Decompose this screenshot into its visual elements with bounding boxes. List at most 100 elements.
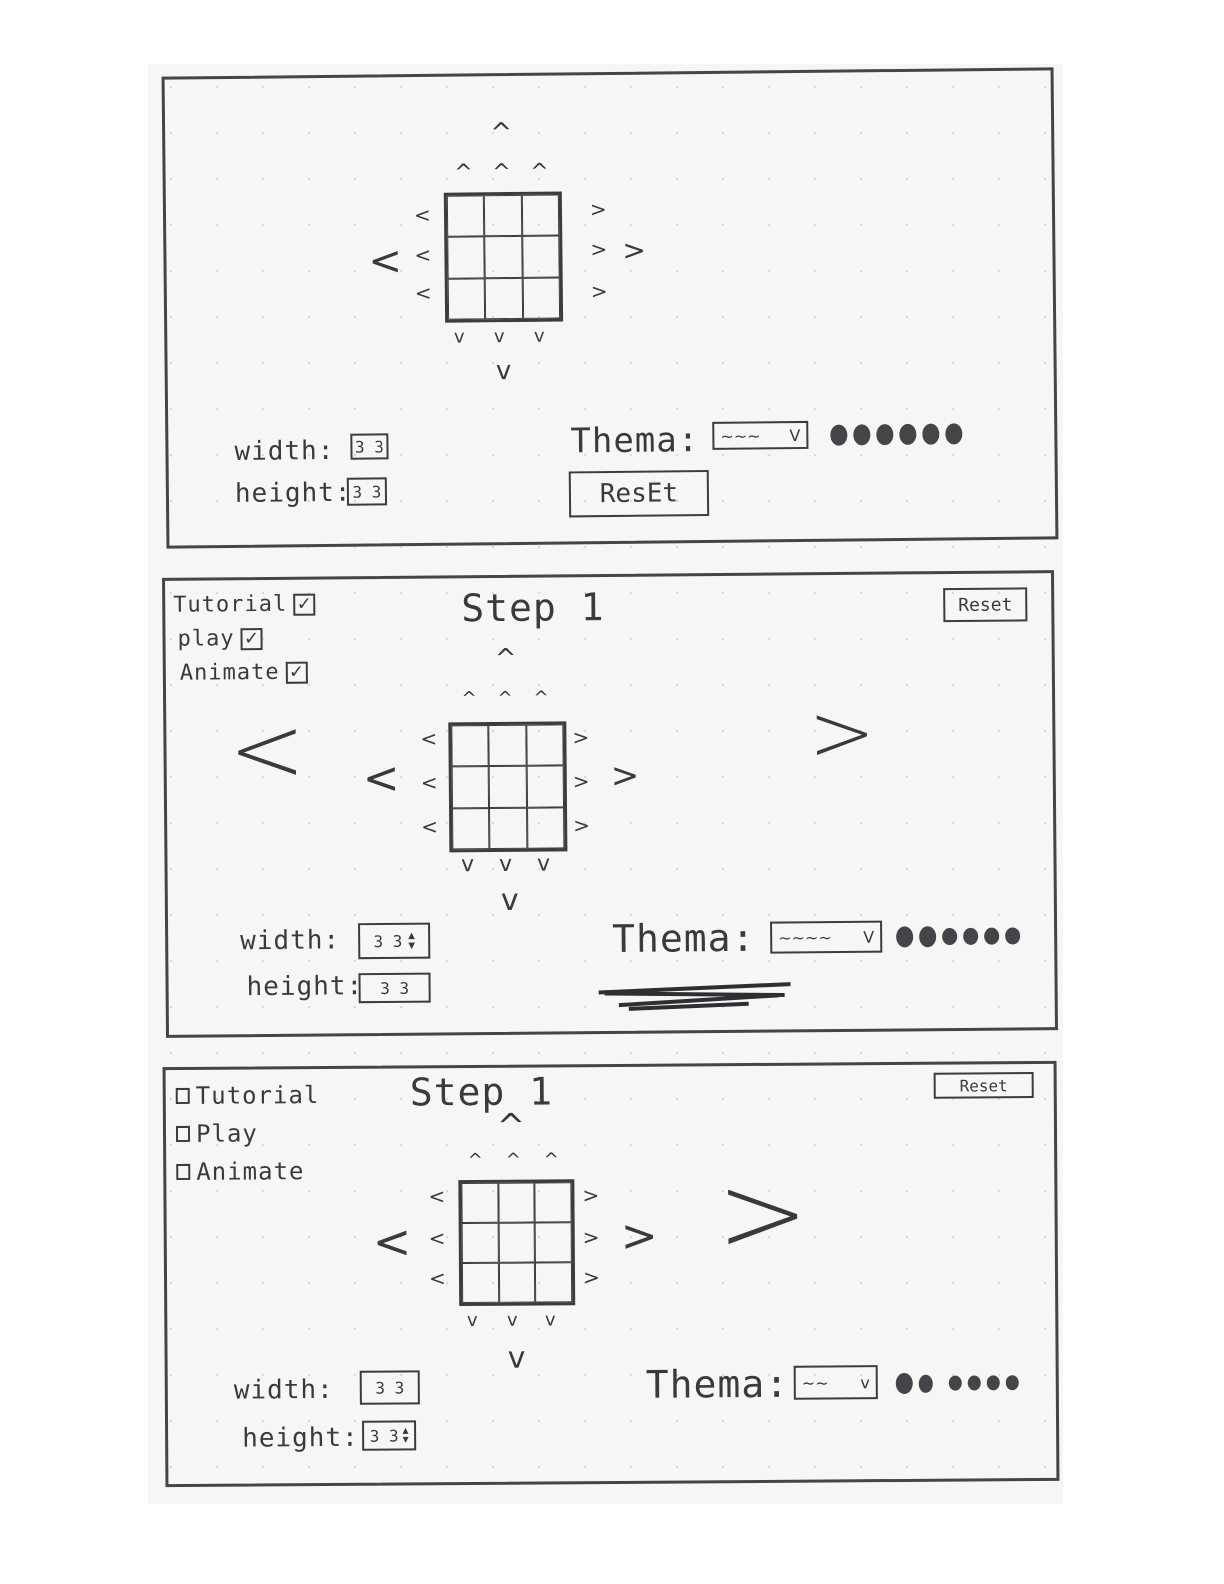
theme-select[interactable]: ~~ v bbox=[793, 1365, 878, 1400]
option-animate[interactable]: Animate bbox=[176, 1157, 305, 1186]
next-step-arrow[interactable]: > bbox=[716, 1148, 810, 1278]
height-field[interactable]: 3 3 bbox=[358, 972, 431, 1004]
grid-cell[interactable] bbox=[447, 236, 486, 279]
width-stepper[interactable]: 3 3 ▲ ▼ bbox=[358, 922, 431, 960]
option-tutorial[interactable]: Tutorial ✓ bbox=[173, 592, 316, 618]
grid-cell[interactable] bbox=[485, 277, 523, 320]
theme-swatch[interactable] bbox=[918, 1374, 933, 1393]
grid-cell[interactable] bbox=[446, 195, 485, 238]
row-1-left-arrow[interactable]: < bbox=[420, 726, 438, 751]
col-3-up-arrow[interactable]: ^ bbox=[543, 1149, 559, 1171]
theme-swatch[interactable] bbox=[1005, 927, 1021, 945]
grid-cell[interactable] bbox=[447, 277, 486, 320]
row-2-right-arrow[interactable]: > bbox=[572, 769, 590, 794]
row-2-right-arrow[interactable]: > bbox=[582, 1225, 600, 1250]
grid-cell[interactable] bbox=[488, 724, 527, 767]
grid-cell[interactable] bbox=[522, 277, 561, 319]
checkbox-checked-icon[interactable]: ✓ bbox=[293, 593, 316, 616]
puzzle-grid[interactable] bbox=[458, 1179, 576, 1307]
theme-swatch[interactable] bbox=[963, 927, 979, 945]
grid-cell[interactable] bbox=[451, 725, 489, 767]
option-animate[interactable]: Animate ✓ bbox=[180, 660, 308, 686]
grid-cell[interactable] bbox=[451, 766, 490, 809]
checkbox[interactable] bbox=[175, 1087, 190, 1105]
col-2-up-arrow[interactable]: ^ bbox=[497, 687, 513, 709]
height-field[interactable]: 3 3 bbox=[346, 477, 388, 506]
shift-all-down-arrow[interactable]: v bbox=[495, 356, 512, 387]
puzzle-grid[interactable] bbox=[448, 721, 568, 853]
reset-button[interactable]: Reset bbox=[933, 1072, 1034, 1099]
shift-all-up-arrow[interactable]: ^ bbox=[494, 643, 517, 674]
puzzle-grid[interactable] bbox=[443, 191, 564, 323]
width-field[interactable]: 3 3 bbox=[359, 1370, 420, 1405]
row-1-right-arrow[interactable]: > bbox=[589, 197, 607, 222]
theme-swatch[interactable] bbox=[948, 1375, 962, 1391]
row-2-left-arrow[interactable]: < bbox=[428, 1226, 446, 1251]
col-1-up-arrow[interactable]: ^ bbox=[454, 160, 473, 186]
height-stepper[interactable]: 3 3 ▲ ▼ bbox=[362, 1420, 417, 1451]
col-1-up-arrow[interactable]: ^ bbox=[461, 688, 477, 710]
col-2-down-arrow[interactable]: v bbox=[506, 1309, 518, 1331]
grid-cell[interactable] bbox=[525, 724, 564, 767]
grid-cell[interactable] bbox=[484, 236, 523, 278]
grid-cell[interactable] bbox=[461, 1262, 499, 1304]
theme-swatch[interactable] bbox=[942, 927, 958, 946]
col-3-down-arrow[interactable]: v bbox=[544, 1309, 556, 1331]
grid-cell[interactable] bbox=[526, 807, 565, 849]
col-2-down-arrow[interactable]: v bbox=[498, 851, 513, 877]
grid-cell[interactable] bbox=[526, 765, 565, 808]
theme-swatch[interactable] bbox=[853, 424, 871, 446]
grid-cell[interactable] bbox=[489, 807, 528, 850]
grid-cell[interactable] bbox=[498, 1222, 536, 1263]
theme-select[interactable]: ~~~~ V bbox=[770, 920, 883, 954]
col-2-down-arrow[interactable]: v bbox=[493, 326, 505, 348]
checkbox[interactable] bbox=[176, 1163, 191, 1181]
row-1-left-arrow[interactable]: < bbox=[413, 202, 431, 228]
grid-cell[interactable] bbox=[488, 766, 527, 808]
option-play[interactable]: play ✓ bbox=[177, 626, 263, 652]
grid-cell[interactable] bbox=[521, 194, 560, 237]
row-2-left-arrow[interactable]: < bbox=[414, 242, 432, 268]
col-2-up-arrow[interactable]: ^ bbox=[505, 1149, 521, 1171]
option-play[interactable]: Play bbox=[175, 1119, 258, 1148]
row-1-right-arrow[interactable]: > bbox=[572, 725, 590, 750]
next-step-arrow[interactable]: > bbox=[807, 685, 876, 780]
theme-swatch[interactable] bbox=[830, 424, 848, 446]
shift-all-right-arrow[interactable]: > bbox=[622, 233, 647, 267]
theme-swatch[interactable] bbox=[967, 1375, 981, 1391]
shift-all-left-arrow[interactable]: < bbox=[372, 1214, 412, 1269]
grid-cell[interactable] bbox=[535, 1262, 573, 1303]
col-3-up-arrow[interactable]: ^ bbox=[530, 159, 549, 185]
theme-swatch[interactable] bbox=[1005, 1375, 1019, 1391]
theme-swatch[interactable] bbox=[896, 926, 914, 948]
grid-cell[interactable] bbox=[534, 1222, 572, 1263]
row-3-right-arrow[interactable]: > bbox=[573, 813, 591, 838]
shift-all-right-arrow[interactable]: > bbox=[610, 755, 640, 796]
width-field[interactable]: 3 3 bbox=[350, 433, 389, 460]
checkbox-checked-icon[interactable]: ✓ bbox=[285, 661, 308, 684]
grid-cell[interactable] bbox=[452, 807, 490, 850]
stepper-arrows-icon[interactable]: ▲ ▼ bbox=[408, 928, 416, 952]
shift-all-up-arrow[interactable]: ^ bbox=[490, 118, 513, 149]
shift-all-down-arrow[interactable]: v bbox=[500, 882, 519, 918]
grid-cell[interactable] bbox=[461, 1222, 499, 1264]
grid-cell[interactable] bbox=[521, 235, 560, 278]
theme-swatch[interactable] bbox=[876, 424, 894, 446]
row-2-right-arrow[interactable]: > bbox=[590, 237, 608, 262]
row-3-right-arrow[interactable]: > bbox=[590, 279, 608, 304]
theme-swatch[interactable] bbox=[899, 423, 917, 445]
grid-cell[interactable] bbox=[461, 1182, 499, 1224]
row-3-left-arrow[interactable]: < bbox=[421, 814, 439, 839]
col-3-down-arrow[interactable]: v bbox=[533, 325, 545, 347]
col-2-up-arrow[interactable]: ^ bbox=[492, 160, 511, 186]
grid-cell[interactable] bbox=[498, 1262, 536, 1303]
grid-cell[interactable] bbox=[498, 1182, 535, 1223]
stepper-arrows-icon[interactable]: ▲ ▼ bbox=[402, 1425, 409, 1446]
theme-select[interactable]: ~~~ V bbox=[712, 420, 809, 450]
grid-cell[interactable] bbox=[484, 194, 522, 237]
grid-cell[interactable] bbox=[534, 1182, 572, 1223]
theme-swatch[interactable] bbox=[945, 423, 963, 445]
shift-all-down-arrow[interactable]: v bbox=[507, 1340, 526, 1376]
row-1-right-arrow[interactable]: > bbox=[582, 1183, 600, 1208]
previous-step-arrow[interactable]: < bbox=[228, 695, 307, 804]
